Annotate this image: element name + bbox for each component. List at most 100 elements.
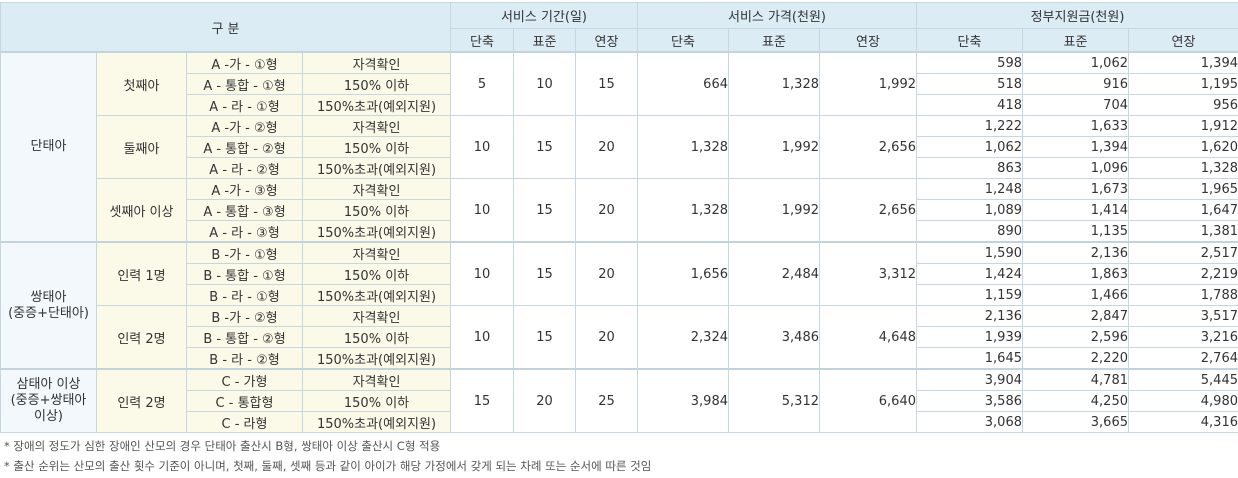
gov-standard: 4,781 xyxy=(1022,368,1129,391)
gov-short: 890 xyxy=(916,220,1023,243)
income-condition: 150%초과(예외지원) xyxy=(302,284,451,306)
gov-short: 518 xyxy=(916,73,1023,95)
gov-standard: 1,414 xyxy=(1022,199,1129,221)
price-standard: 1,992 xyxy=(728,115,820,179)
header-period-standard: 표준 xyxy=(513,28,576,53)
gov-standard: 1,135 xyxy=(1022,220,1129,243)
table-row: A - 통합 - ②형 150% 이하 1,062 1,394 1,620 xyxy=(1,136,1238,158)
gov-extend: 1,620 xyxy=(1128,136,1238,158)
header-gov-extend: 연장 xyxy=(1128,28,1238,53)
voucher-type: B -가 - ②형 xyxy=(186,305,303,327)
birth-order-label: 첫째아 xyxy=(96,51,187,116)
gov-short: 1,424 xyxy=(916,263,1023,285)
price-extend: 2,656 xyxy=(819,115,917,179)
period-extend: 20 xyxy=(575,305,638,370)
period-standard: 15 xyxy=(513,305,576,370)
gov-short: 1,089 xyxy=(916,199,1023,221)
income-condition: 150% 이하 xyxy=(302,136,451,158)
income-condition: 자격확인 xyxy=(302,305,451,327)
group-label: 삼태아 이상 (중증+쌍태아 이상) xyxy=(0,368,97,433)
price-short: 1,656 xyxy=(637,241,729,306)
gov-standard: 1,673 xyxy=(1022,178,1129,200)
voucher-type: A -가 - ③형 xyxy=(186,178,303,200)
voucher-type: B - 라 - ②형 xyxy=(186,347,303,370)
header-gov: 정부지원금(천원) xyxy=(916,2,1238,29)
price-standard: 1,992 xyxy=(728,178,820,243)
table-row: 둘째아 A -가 - ②형 자격확인 10 15 20 1,328 1,992 2,656 1,2… xyxy=(1,115,1238,179)
income-condition: 자격확인 xyxy=(302,115,451,137)
gov-extend: 2,219 xyxy=(1128,263,1238,285)
table-row: A - 라 - ③형 150%초과(예외지원) 890 1,135 1,381 xyxy=(1,220,1238,243)
period-short: 10 xyxy=(450,305,514,370)
gov-short: 863 xyxy=(916,157,1023,179)
period-short: 10 xyxy=(450,178,514,243)
table-row: A - 통합 - ①형 150% 이하 518 916 1,195 xyxy=(1,73,1238,95)
price-extend: 3,312 xyxy=(819,241,917,306)
gov-short: 1,590 xyxy=(916,241,1023,264)
header-gov-standard: 표준 xyxy=(1022,28,1129,53)
income-condition: 150% 이하 xyxy=(302,199,451,221)
period-short: 10 xyxy=(450,241,514,306)
income-condition: 자격확인 xyxy=(302,51,451,74)
table-row: 삼태아 이상 (중증+쌍태아 이상) 인력 2명 C - 가형 자격확인 15 20 25 3,9… xyxy=(0,368,1238,433)
gov-standard: 704 xyxy=(1022,94,1129,116)
header-period-extend: 연장 xyxy=(575,28,638,53)
footnote: * 장애의 정도가 심한 장애인 산모의 경우 단태아 출산시 B형, 쌍태아 … xyxy=(4,439,441,453)
price-standard: 3,486 xyxy=(728,305,820,370)
header-category: 구 분 xyxy=(0,2,451,53)
birth-order-label: 인력 2명 xyxy=(96,368,187,433)
gov-standard: 2,596 xyxy=(1022,326,1129,348)
period-extend: 20 xyxy=(575,241,638,306)
gov-standard: 3,665 xyxy=(1022,411,1129,433)
price-short: 1,328 xyxy=(637,178,729,243)
gov-short: 1,222 xyxy=(916,115,1023,137)
gov-standard: 2,136 xyxy=(1022,241,1129,264)
gov-extend: 3,517 xyxy=(1128,305,1238,327)
voucher-type: B - 통합 - ②형 xyxy=(186,326,303,348)
price-extend: 1,992 xyxy=(819,51,917,116)
gov-extend: 3,216 xyxy=(1128,326,1238,348)
table-row: 인력 2명 B -가 - ②형 자격확인 10 15 20 2,324 3,486 4,648 2… xyxy=(1,305,1238,370)
birth-order-label: 인력 2명 xyxy=(96,305,187,370)
gov-short: 1,159 xyxy=(916,284,1023,306)
voucher-type: C - 통합형 xyxy=(186,390,303,412)
period-standard: 10 xyxy=(513,51,576,116)
birth-order-label: 셋째아 이상 xyxy=(96,178,187,243)
income-condition: 자격확인 xyxy=(302,368,451,391)
voucher-type: A - 라 - ③형 xyxy=(186,220,303,243)
gov-extend: 1,381 xyxy=(1128,220,1238,243)
price-extend: 2,656 xyxy=(819,178,917,243)
gov-standard: 2,220 xyxy=(1022,347,1129,370)
income-condition: 150%초과(예외지원) xyxy=(302,347,451,370)
table-body: 단태아 첫째아 A -가 - ①형 자격확인 5 10 15 664 1,328 1,992 598… xyxy=(0,51,1238,433)
table-row: C - 라형 150%초과(예외지원) 3,068 3,665 4,316 xyxy=(1,411,1238,433)
gov-standard: 2,847 xyxy=(1022,305,1129,327)
gov-extend: 1,195 xyxy=(1128,73,1238,95)
gov-extend: 1,965 xyxy=(1128,178,1238,200)
table-row: B - 통합 - ②형 150% 이하 1,939 2,596 3,216 xyxy=(1,326,1238,348)
header-price: 서비스 가격(천원) xyxy=(637,2,917,29)
gov-short: 1,939 xyxy=(916,326,1023,348)
voucher-type: A - 통합 - ②형 xyxy=(186,136,303,158)
period-extend: 20 xyxy=(575,115,638,179)
table-row: C - 통합형 150% 이하 3,586 4,250 4,980 xyxy=(1,390,1238,412)
gov-extend: 2,517 xyxy=(1128,241,1238,264)
gov-standard: 1,096 xyxy=(1022,157,1129,179)
voucher-type: B - 라 - ①형 xyxy=(186,284,303,306)
price-short: 3,984 xyxy=(637,368,729,433)
header-price-extend: 연장 xyxy=(819,28,917,53)
period-short: 15 xyxy=(450,368,514,433)
header-price-short: 단축 xyxy=(637,28,729,53)
price-short: 2,324 xyxy=(637,305,729,370)
gov-extend: 5,445 xyxy=(1128,368,1238,391)
gov-short: 1,645 xyxy=(916,347,1023,370)
gov-short: 598 xyxy=(916,51,1023,74)
voucher-type: A - 통합 - ①형 xyxy=(186,73,303,95)
price-standard: 5,312 xyxy=(728,368,820,433)
gov-standard: 916 xyxy=(1022,73,1129,95)
voucher-type: C - 라형 xyxy=(186,411,303,433)
header-gov-short: 단축 xyxy=(916,28,1023,53)
gov-extend: 1,328 xyxy=(1128,157,1238,179)
gov-standard: 1,633 xyxy=(1022,115,1129,137)
period-standard: 15 xyxy=(513,241,576,306)
